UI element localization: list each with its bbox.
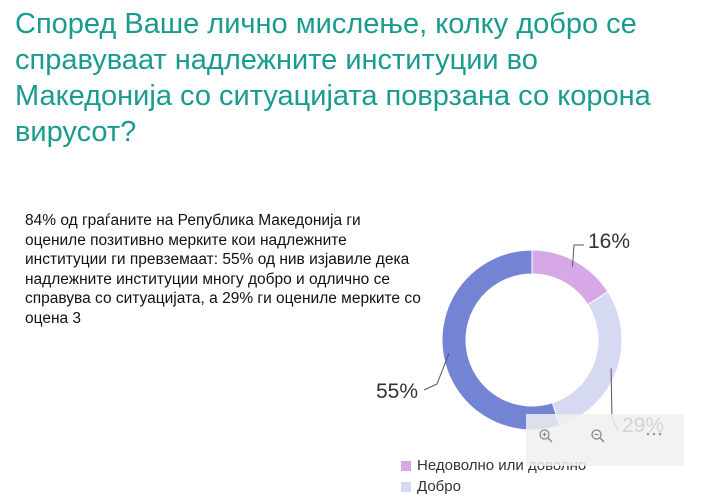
data-label: 55% [376,380,418,403]
zoom-out-icon[interactable] [588,428,608,448]
legend-swatch [401,460,411,471]
page-title: Според Ваше лично мислење, колку добро с… [15,8,651,148]
summary-text: 84% од граѓаните на Република Македонија… [25,212,421,327]
data-label: 16% [588,230,630,253]
leader-line [423,352,450,391]
legend-label: Добро [417,478,461,495]
chart-toolbar [526,414,684,466]
legend-item-good: Добро [401,476,586,497]
slice-very-good [441,249,561,431]
legend-swatch [401,481,411,492]
slice-insufficient [531,249,609,306]
zoom-in-icon[interactable] [536,428,556,448]
more-options-icon[interactable] [644,426,664,446]
leader-line [571,244,584,267]
